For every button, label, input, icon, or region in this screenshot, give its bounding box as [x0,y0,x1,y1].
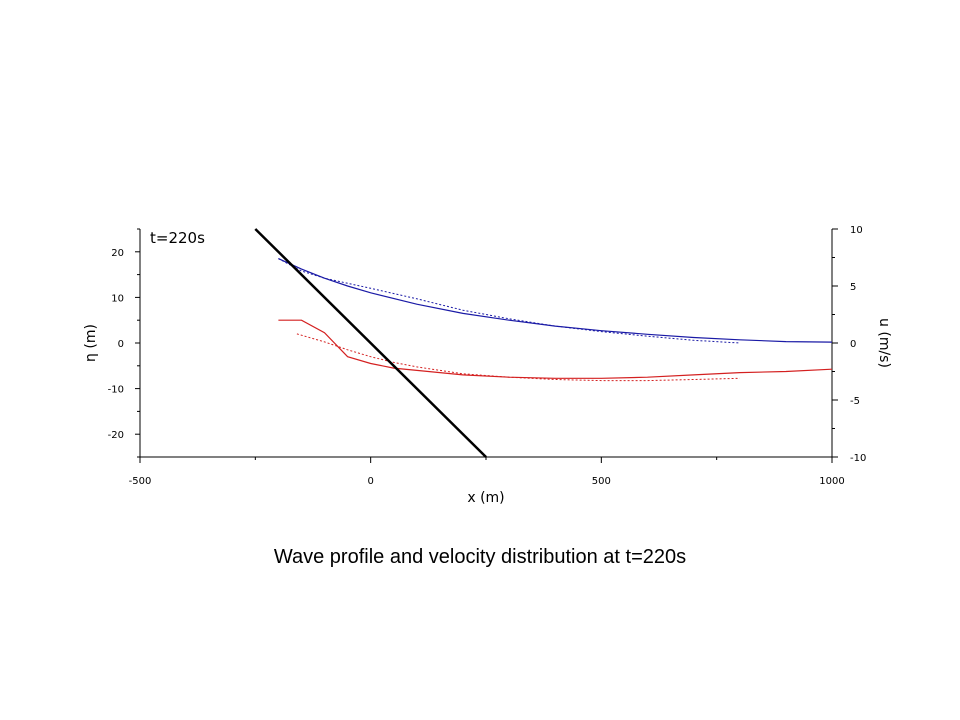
eta-solid-line [278,258,833,343]
axes: -500 0 500 1000 20 10 0 -10 -20 10 5 0 -5 -10 [108,225,867,487]
y-right-tick-label: 10 [850,225,863,236]
bottom-slope-line [254,228,487,458]
y-right-tick-label: 0 [850,339,856,350]
x-tick-label: 1000 [819,476,844,487]
y-left-tick-label: 0 [118,339,124,350]
eta-dotted-line [278,258,740,344]
x-tick-label: -500 [129,476,152,487]
velocity-dotted-line [296,333,740,382]
y-left-tick-label: -20 [108,430,124,441]
y-right-tick-label: -10 [850,453,866,464]
x-axis-label: x (m) [467,490,504,506]
y-left-tick-label: 10 [111,293,124,304]
time-annotation: t=220s [150,229,205,247]
y-right-tick-label: 5 [850,282,856,293]
x-tick-label: 500 [592,476,611,487]
figure-caption: Wave profile and velocity distribution a… [273,546,687,568]
series-layer [254,228,833,458]
y-right-axis-label: u (m/s) [876,318,892,368]
x-tick-label: 0 [367,476,373,487]
velocity-solid-line [278,319,833,379]
y-left-axis-label: η (m) [83,324,99,362]
y-left-tick-label: 20 [111,248,124,259]
y-left-tick-label: -10 [108,385,124,396]
y-right-tick-label: -5 [850,396,860,407]
